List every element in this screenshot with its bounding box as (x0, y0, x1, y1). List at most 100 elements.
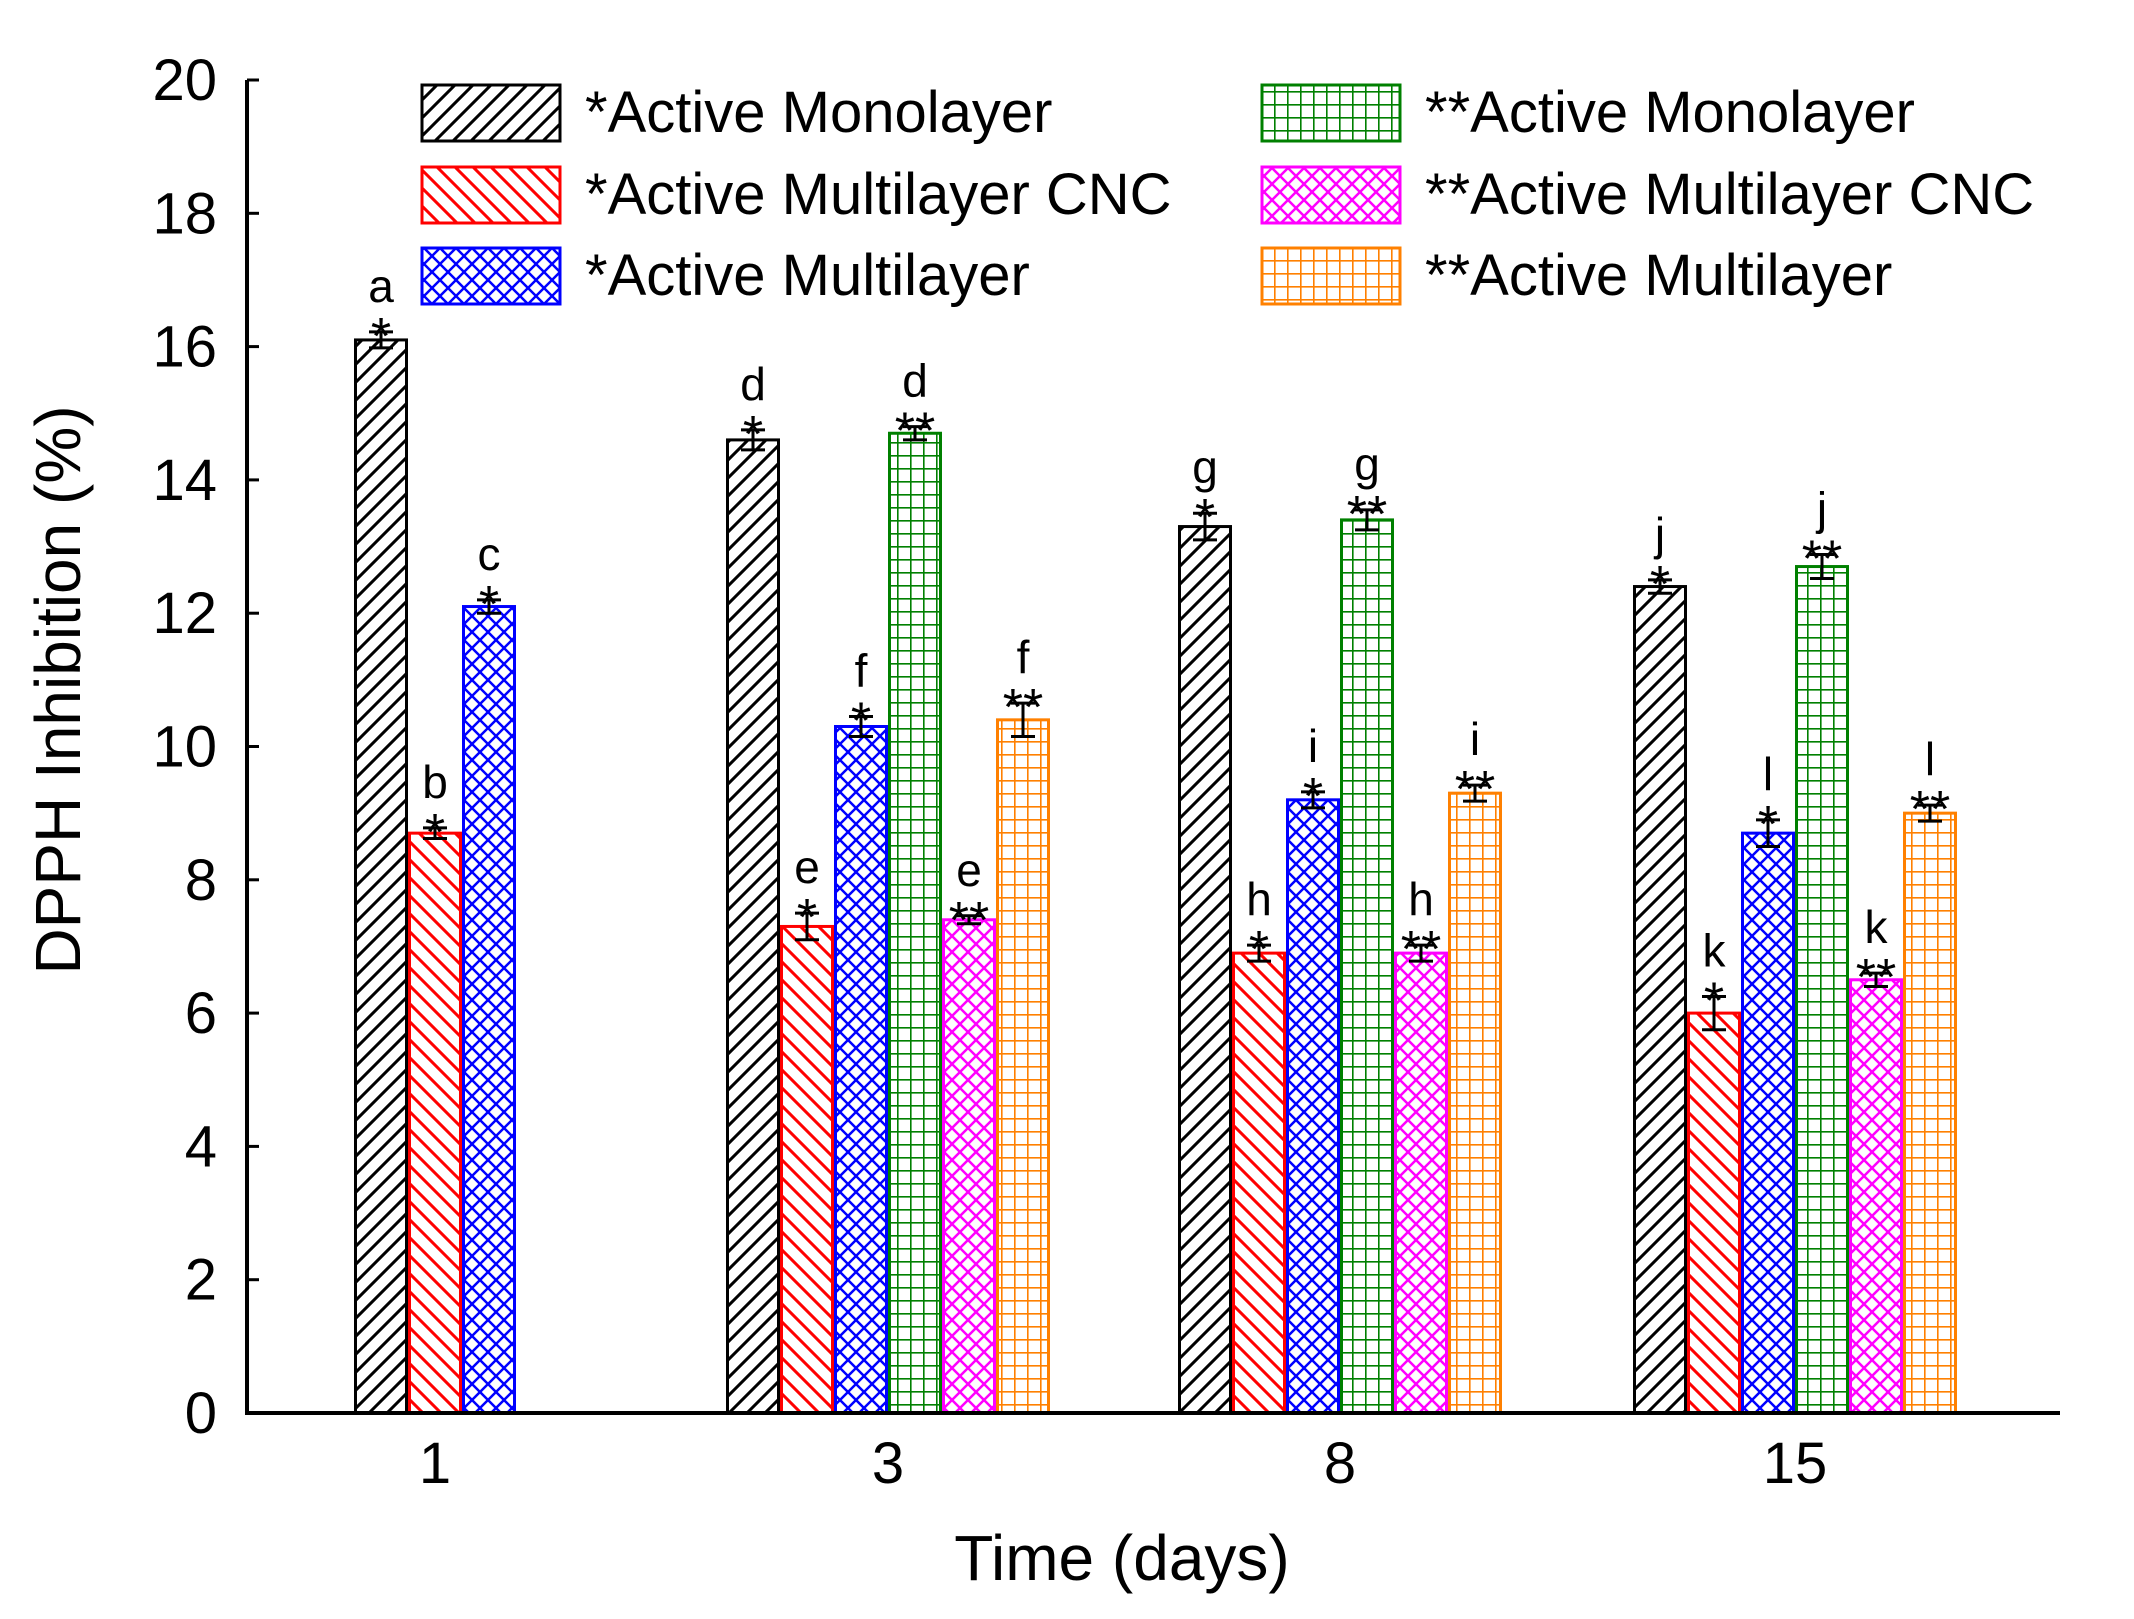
error-bar (1702, 994, 1726, 1032)
error-bar (849, 715, 873, 739)
bar (354, 338, 408, 1415)
error-bar (1463, 783, 1487, 803)
bar (1178, 525, 1232, 1415)
y-ticks: 0 2 4 6 8 10 12 14 16 18 20 (152, 48, 259, 1446)
error-bar (1409, 943, 1433, 963)
error-bar (1648, 578, 1672, 595)
bar (408, 831, 462, 1415)
legend-label: **Active Multilayer (1425, 243, 1892, 308)
error-bar (1247, 943, 1271, 963)
significance-star: * (1650, 556, 1670, 614)
error-bar (1355, 508, 1379, 532)
legend-label: **Active Multilayer CNC (1425, 162, 2034, 227)
error-bar (1193, 511, 1217, 542)
legend-item: *Active Multilayer (420, 243, 1030, 308)
significance-letter: l (1763, 748, 1773, 800)
error-bar (1756, 818, 1780, 848)
significance-letter: j (1653, 508, 1665, 560)
significance-star: ** (895, 403, 935, 461)
bar (942, 918, 996, 1415)
bar (1340, 518, 1394, 1415)
bars-layer (354, 338, 1957, 1415)
legend-swatch (1260, 246, 1402, 306)
bar (888, 431, 942, 1415)
significance-star: ** (1455, 761, 1495, 819)
legend-label: *Active Multilayer (585, 243, 1030, 308)
legend: *Active Monolayer *Active Multilayer CNC *… (420, 80, 2034, 308)
bar (1741, 831, 1795, 1415)
y-tick-label: 16 (152, 315, 217, 380)
significance-star: * (1704, 972, 1724, 1030)
significance-letter: h (1408, 873, 1434, 925)
significance-star: * (479, 576, 499, 634)
bar (462, 605, 516, 1415)
significance-star: * (1758, 796, 1778, 854)
significance-letter: l (1925, 733, 1935, 785)
significance-letter: g (1192, 441, 1218, 493)
x-tick-label: 1 (419, 1431, 451, 1496)
legend-item: *Active Monolayer (420, 80, 1052, 145)
significance-letter: g (1354, 438, 1380, 490)
legend-swatch (420, 83, 562, 143)
error-bar (1810, 553, 1834, 581)
legend-item: **Active Multilayer CNC (1260, 162, 2034, 227)
significance-letter: i (1470, 713, 1480, 765)
significance-star: * (1303, 768, 1323, 826)
legend-label: *Active Multilayer CNC (585, 162, 1172, 227)
bar (1286, 798, 1340, 1415)
significance-star: ** (1910, 781, 1950, 839)
significance-letter: j (1815, 483, 1827, 535)
significance-star: ** (1856, 949, 1896, 1007)
y-tick-label: 18 (152, 181, 217, 246)
significance-letter: k (1703, 924, 1727, 976)
significance-star: ** (949, 892, 989, 950)
legend-swatch (420, 246, 562, 306)
y-tick-label: 12 (152, 581, 217, 646)
legend-item: **Active Multilayer (1260, 243, 1892, 308)
bar (1849, 978, 1903, 1415)
y-tick-label: 14 (152, 448, 217, 513)
significance-star: ** (1347, 486, 1387, 544)
legend-swatch (1260, 165, 1402, 225)
bar (1903, 811, 1957, 1415)
significance-letter: i (1308, 720, 1318, 772)
bar (996, 718, 1050, 1415)
y-tick-label: 2 (185, 1248, 217, 1313)
significance-star: * (371, 308, 391, 366)
bar (834, 725, 888, 1415)
significance-letter: e (956, 844, 982, 896)
legend-swatch (420, 165, 562, 225)
significance-letter: e (794, 841, 820, 893)
error-bar (903, 425, 927, 442)
y-tick-label: 6 (185, 981, 217, 1046)
significance-star: * (851, 693, 871, 751)
bar (1633, 585, 1687, 1415)
significance-star: * (797, 889, 817, 947)
bar (1687, 1011, 1741, 1415)
legend-label: **Active Monolayer (1425, 80, 1915, 145)
significance-star: * (425, 804, 445, 862)
bar (1795, 565, 1849, 1415)
significance-annotations: *a*b*c*d*e*f**d**e**f*g*h*i**g**h**i*j*k… (368, 260, 1950, 1031)
x-axis-title: Time (days) (954, 1522, 1289, 1594)
bar (1394, 951, 1448, 1415)
error-bar (369, 330, 393, 350)
significance-star: * (1195, 489, 1215, 547)
y-axis-title: DPPH Inhibition (%) (22, 405, 94, 974)
significance-star: * (743, 406, 763, 464)
error-bars-layer (369, 330, 1942, 1032)
bar (780, 924, 834, 1415)
bar (1448, 791, 1502, 1415)
legend-item: *Active Multilayer CNC (420, 162, 1172, 227)
bar (1232, 951, 1286, 1415)
x-ticks: 1 3 8 15 (419, 1431, 1827, 1496)
significance-letter: a (368, 260, 394, 312)
significance-star: ** (1003, 679, 1043, 737)
y-tick-label: 4 (185, 1114, 217, 1179)
legend-item: **Active Monolayer (1260, 80, 1915, 145)
significance-letter: d (902, 355, 928, 407)
bar (726, 438, 780, 1415)
significance-letter: b (422, 756, 448, 808)
